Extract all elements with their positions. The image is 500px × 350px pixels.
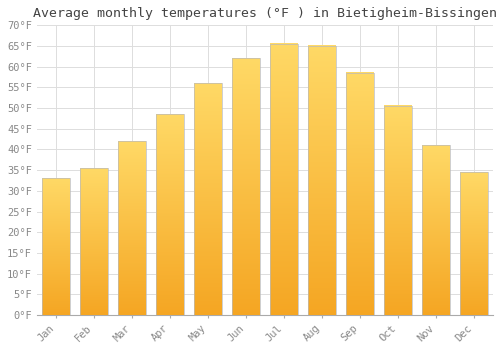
Bar bbox=[118, 141, 146, 315]
Bar bbox=[270, 44, 297, 315]
Bar bbox=[384, 106, 411, 315]
Bar bbox=[232, 58, 260, 315]
Bar bbox=[346, 73, 374, 315]
Bar bbox=[156, 114, 184, 315]
Bar bbox=[308, 46, 336, 315]
Bar bbox=[42, 178, 70, 315]
Bar bbox=[194, 83, 222, 315]
Bar bbox=[80, 168, 108, 315]
Bar bbox=[422, 145, 450, 315]
Title: Average monthly temperatures (°F ) in Bietigheim-Bissingen: Average monthly temperatures (°F ) in Bi… bbox=[33, 7, 497, 20]
Bar bbox=[460, 172, 487, 315]
